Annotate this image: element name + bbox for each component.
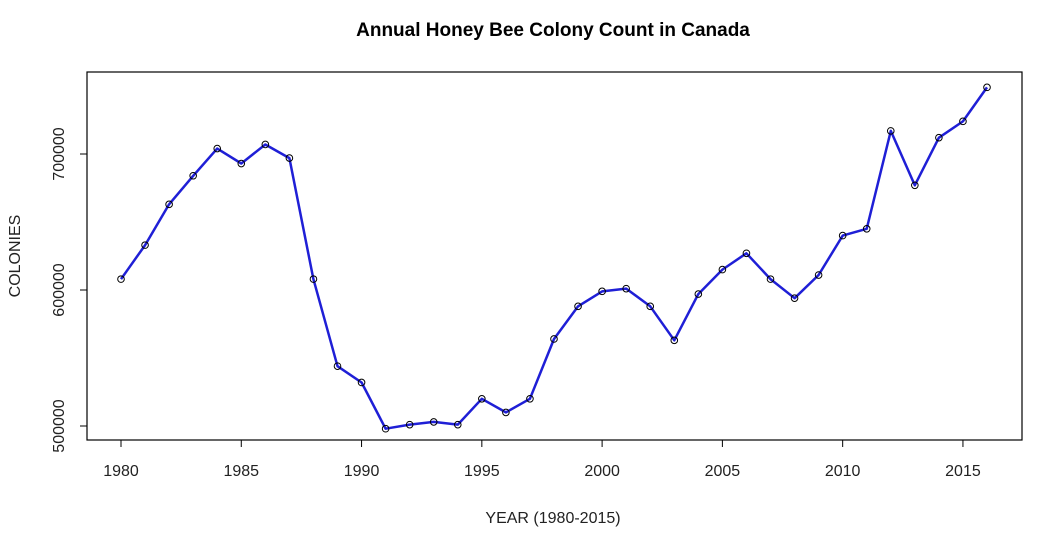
data-point <box>333 362 342 370</box>
data-point <box>911 181 919 190</box>
data-point <box>670 336 679 345</box>
data-point <box>405 420 414 429</box>
data-point <box>357 378 366 387</box>
x-tick-label: 1985 <box>223 463 259 480</box>
data-point <box>429 418 438 426</box>
x-axis-label: YEAR (1980-2015) <box>485 510 620 527</box>
data-point <box>453 420 462 429</box>
data-point <box>766 275 775 283</box>
series-line <box>119 86 989 430</box>
x-tick-label: 1995 <box>464 463 500 480</box>
data-point <box>838 231 847 240</box>
data-point <box>550 335 558 343</box>
y-tick-label: 600000 <box>51 263 68 316</box>
data-point <box>983 83 991 92</box>
data-point <box>862 225 871 233</box>
data-point <box>502 408 510 417</box>
data-point <box>478 395 486 403</box>
data-point <box>237 159 246 168</box>
data-point <box>309 275 318 283</box>
data-point <box>622 284 630 293</box>
data-point <box>526 395 534 403</box>
data-point <box>381 424 390 433</box>
data-point <box>261 140 270 149</box>
data-point <box>886 127 895 135</box>
y-axis-label: COLONIES <box>7 215 24 298</box>
data-point <box>718 265 727 274</box>
data-point <box>742 249 751 258</box>
x-tick-label: 2005 <box>705 463 741 480</box>
x-tick-label: 1990 <box>344 463 380 480</box>
data-point <box>646 302 655 311</box>
x-tick-label: 2015 <box>945 463 981 480</box>
data-point <box>935 133 943 142</box>
data-point <box>141 241 149 249</box>
data-point <box>598 287 606 296</box>
x-tick-label: 2000 <box>584 463 620 480</box>
data-point <box>165 200 173 209</box>
y-tick-label: 700000 <box>51 127 68 180</box>
y-tick-label: 500000 <box>51 399 68 452</box>
chart-title: Annual Honey Bee Colony Count in Canada <box>356 20 750 41</box>
data-point <box>574 302 582 311</box>
points-layer <box>117 83 991 433</box>
x-tick-label: 1980 <box>103 463 139 480</box>
data-point <box>694 290 703 298</box>
x-axis: 1980 1985 1990 1995 2000 2005 2010 2015 <box>103 439 981 480</box>
data-point <box>814 271 823 279</box>
data-point <box>213 144 222 153</box>
x-tick-label: 2010 <box>825 463 861 480</box>
data-point <box>189 171 197 180</box>
data-point <box>285 154 294 162</box>
plot-frame <box>86 71 1023 441</box>
data-point <box>117 275 125 283</box>
data-point <box>959 117 967 126</box>
series-layer <box>119 86 989 430</box>
y-axis: 500000 600000 700000 <box>51 127 88 453</box>
data-point <box>790 294 799 302</box>
